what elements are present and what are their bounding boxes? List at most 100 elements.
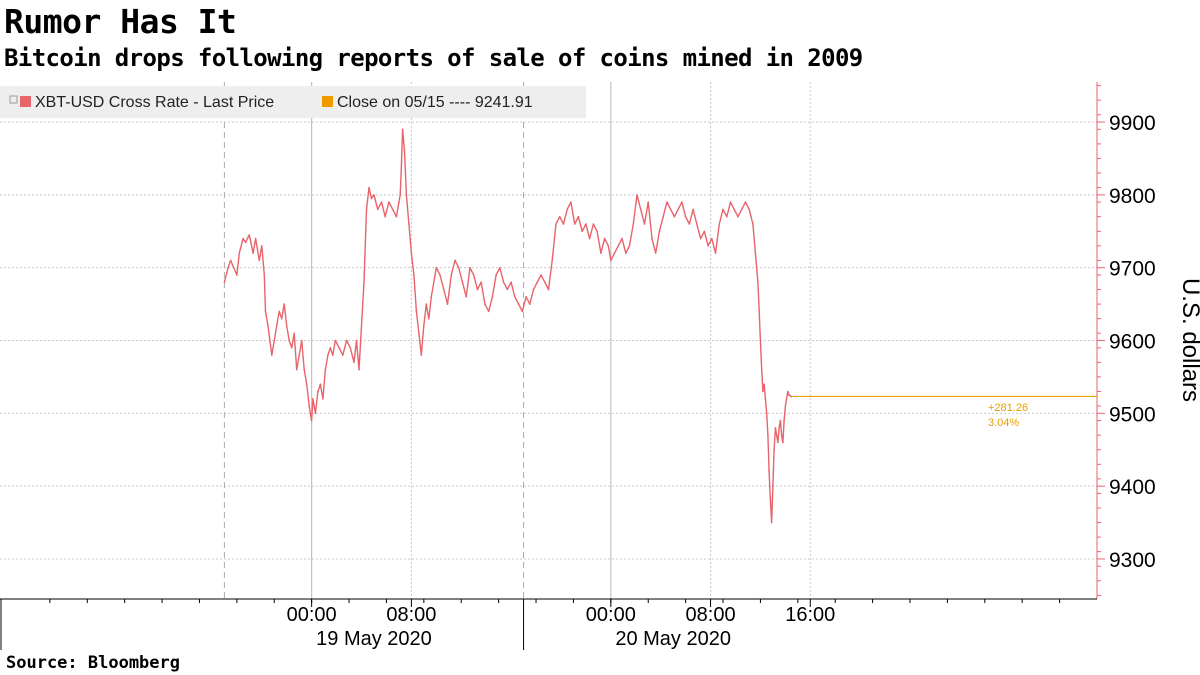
- price-point: [763, 383, 765, 386]
- price-point: [484, 303, 486, 305]
- price-point: [319, 383, 322, 386]
- price-point: [418, 332, 420, 335]
- y-tick-label: 9600: [1109, 331, 1156, 354]
- price-point: [415, 310, 418, 313]
- price-point: [707, 245, 709, 247]
- price-point: [726, 215, 728, 218]
- price-point: [643, 223, 646, 225]
- price-point: [380, 201, 383, 203]
- price-point: [358, 368, 360, 371]
- price-point: [779, 419, 782, 422]
- price-point: [283, 303, 286, 305]
- price-point: [681, 201, 683, 203]
- price-point: [355, 339, 358, 342]
- price-point: [777, 441, 779, 444]
- price-point: [585, 223, 587, 225]
- price-point: [308, 405, 311, 407]
- price-point: [517, 303, 520, 305]
- price-point: [692, 208, 694, 211]
- price-point: [401, 128, 404, 131]
- price-point: [547, 288, 550, 291]
- y-tick-label: 9900: [1109, 112, 1156, 135]
- price-point: [428, 317, 430, 320]
- price-point: [788, 394, 790, 396]
- price-point: [677, 208, 679, 211]
- price-point: [480, 281, 483, 284]
- price-point: [410, 252, 413, 254]
- vertical-gridlines: [223, 82, 811, 599]
- price-point: [757, 281, 759, 284]
- price-point: [764, 398, 767, 400]
- price-point: [461, 281, 464, 284]
- price-point: [662, 215, 664, 218]
- price-point: [368, 186, 370, 189]
- price-point: [703, 230, 706, 233]
- y-tick-label: 9400: [1109, 476, 1156, 499]
- price-point: [312, 398, 314, 400]
- x-axis: 00:00 08:00 00:00 08:00 16:00 19 May 2020 20 M…: [0, 599, 1061, 650]
- price-point: [391, 208, 394, 211]
- price-point: [345, 339, 348, 342]
- price-point: [558, 215, 561, 218]
- price-point: [767, 434, 769, 437]
- gridlines: [0, 121, 1097, 560]
- price-point: [285, 325, 288, 327]
- price-point: [384, 215, 387, 218]
- price-point: [502, 281, 505, 284]
- y-axis: 9300 9400 9500 9600 9700 9800 9900: [1097, 85, 1156, 596]
- price-point: [551, 259, 553, 262]
- legend-swatch-series: [20, 96, 31, 107]
- price-point: [718, 223, 721, 225]
- price-point: [610, 259, 612, 262]
- price-point: [696, 223, 698, 225]
- y-axis-label: U.S. dollars: [1177, 278, 1200, 402]
- legend-collapse-icon[interactable]: [9, 95, 18, 104]
- price-point: [714, 252, 717, 254]
- price-point: [666, 201, 668, 203]
- price-point: [238, 252, 241, 254]
- price-point: [413, 274, 415, 276]
- price-point: [603, 237, 606, 240]
- price-point: [769, 499, 772, 502]
- price-point: [733, 208, 735, 211]
- price-point: [782, 441, 784, 444]
- price-point: [647, 201, 649, 203]
- price-point: [621, 237, 623, 240]
- price-point: [772, 485, 774, 487]
- x-date-label: 20 May 2020: [615, 628, 731, 650]
- price-point: [639, 208, 642, 211]
- price-point: [388, 201, 390, 203]
- price-point: [688, 223, 691, 225]
- price-point: [740, 208, 743, 211]
- x-date-label: 19 May 2020: [316, 628, 432, 650]
- price-point: [562, 223, 565, 225]
- price-point: [349, 347, 352, 349]
- price-point: [532, 288, 535, 291]
- price-point: [280, 317, 283, 320]
- price-point: [430, 296, 433, 298]
- y-tick-label: 9700: [1109, 258, 1156, 281]
- price-point: [784, 405, 787, 407]
- price-point: [765, 412, 768, 415]
- price-point: [329, 347, 332, 349]
- price-point: [450, 274, 453, 276]
- price-point: [275, 325, 278, 327]
- price-point: [342, 354, 344, 356]
- price-point: [487, 310, 490, 313]
- x-tick-label: 08:00: [686, 604, 736, 626]
- price-point: [314, 412, 317, 415]
- legend-label-series: XBT-USD Cross Rate - Last Price: [35, 94, 274, 111]
- x-tick-label: 00:00: [287, 604, 337, 626]
- price-point: [446, 303, 449, 305]
- chart-subtitle: Bitcoin drops following reports of sale …: [4, 44, 863, 72]
- price-point: [403, 150, 406, 152]
- price-point: [298, 354, 301, 356]
- price-point: [555, 223, 557, 225]
- price-point: [699, 237, 702, 240]
- price-point: [636, 194, 638, 196]
- price-point: [300, 339, 303, 342]
- legend-label-close: Close on 05/15 ---- 9241.91: [337, 94, 533, 111]
- price-point: [244, 241, 247, 243]
- price-point: [762, 390, 764, 393]
- price-point: [600, 252, 602, 254]
